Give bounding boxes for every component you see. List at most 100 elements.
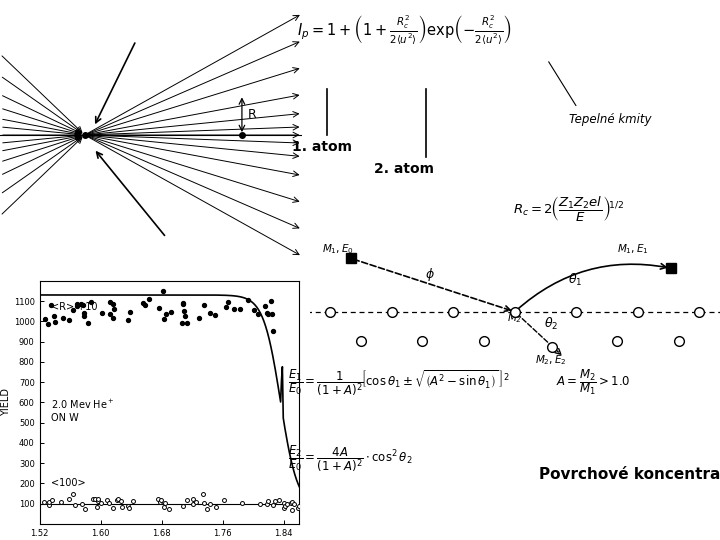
Point [163,504,175,513]
Point [127,496,139,505]
Text: Povrchové koncentrace: Povrchové koncentrace [539,467,720,482]
Point [158,287,169,295]
Point [178,307,189,315]
Text: $A = \dfrac{M_2}{M_1} > 1.0$: $A = \dfrac{M_2}{M_1} > 1.0$ [556,367,631,396]
Text: $\dfrac{E_1}{E_0} = \dfrac{1}{(1+A)^2}\!\left[\cos\theta_1 \pm \sqrt{\left(A^2 -: $\dfrac{E_1}{E_0} = \dfrac{1}{(1+A)^2}\!… [288,367,510,397]
Text: $\theta_1$: $\theta_1$ [568,272,582,288]
Point [187,500,199,509]
Point [181,319,192,328]
Point [293,501,305,510]
Point [104,298,115,306]
Point [177,502,189,511]
Point [107,504,118,512]
Point [292,504,304,513]
Point [198,301,210,309]
Point [69,501,81,509]
Point [210,503,222,511]
Point [252,309,264,318]
Point [93,495,104,503]
Point [39,315,50,323]
Point [266,309,278,318]
Point [153,304,164,313]
Point [75,300,86,308]
Text: $M_1, E_1$: $M_1, E_1$ [618,242,649,256]
Point [204,500,216,508]
Point [158,314,170,323]
Text: 1. atom: 1. atom [292,140,352,154]
Point [71,300,83,308]
Point [55,497,67,506]
Text: $M_1, E_0$: $M_1, E_0$ [322,242,354,256]
Point [160,499,171,508]
Text: $M_2, E_2$: $M_2, E_2$ [536,353,567,367]
Point [58,314,69,322]
Text: Tepelné kmity: Tepelné kmity [569,113,652,126]
Point [278,503,289,512]
Text: $M_2$: $M_2$ [507,312,521,326]
Point [254,500,266,508]
Point [181,496,193,505]
Point [261,500,272,508]
Point [89,495,100,503]
Point [50,318,61,326]
Point [38,498,50,507]
Point [154,498,166,507]
Point [279,499,290,508]
Point [156,496,167,504]
Point [267,501,279,510]
Point [78,312,90,321]
Point [176,319,188,327]
Point [262,497,274,505]
Point [96,308,107,317]
Point [95,498,107,507]
Point [79,504,91,513]
Point [123,503,135,512]
Point [180,311,192,320]
Point [109,305,120,313]
Point [71,302,83,311]
Point [187,495,199,503]
Point [220,303,232,312]
Point [45,301,56,309]
Point [122,502,133,511]
Text: <R> +10: <R> +10 [51,302,97,312]
Point [202,504,213,513]
Text: $R_c = 2\!\left(\dfrac{Z_1 Z_2 el}{E}\right)^{\!1/2}$: $R_c = 2\!\left(\dfrac{Z_1 Z_2 el}{E}\ri… [513,194,624,224]
Text: R: R [248,108,257,122]
Text: 2. atom: 2. atom [374,162,434,176]
Text: 2.0 Mev He$^+$
ON W: 2.0 Mev He$^+$ ON W [51,398,114,423]
Point [204,308,215,317]
Point [287,498,298,507]
Point [158,502,169,511]
Point [197,489,208,498]
Point [286,505,297,514]
Point [269,496,281,505]
Point [140,300,151,309]
Point [198,499,210,508]
Point [48,311,59,320]
Point [177,299,189,307]
Point [116,497,127,505]
Text: $I_p = 1 + \left(1 + \frac{R_c^2}{2\langle u^2\rangle}\right)\exp\!\left(-\frac{: $I_p = 1 + \left(1 + \frac{R_c^2}{2\lang… [297,14,512,46]
Text: $\theta_2$: $\theta_2$ [544,315,558,332]
Point [63,316,75,325]
Point [222,298,234,306]
Point [193,313,204,322]
Point [236,499,248,508]
Point [234,305,246,313]
Point [46,495,58,504]
Point [273,495,284,504]
Point [218,496,230,504]
Point [122,315,133,324]
Point [266,296,277,305]
Point [165,307,176,316]
Point [85,298,96,307]
Point [107,300,119,309]
Point [178,300,189,308]
Point [259,301,271,310]
Point [288,500,300,508]
Point [78,308,89,317]
Point [279,502,291,511]
Point [282,500,293,508]
Text: $\dfrac{E_2}{E_0} = \dfrac{4A}{(1+A)^2}\cdot\cos^2\theta_2$: $\dfrac{E_2}{E_0} = \dfrac{4A}{(1+A)^2}\… [288,443,413,474]
